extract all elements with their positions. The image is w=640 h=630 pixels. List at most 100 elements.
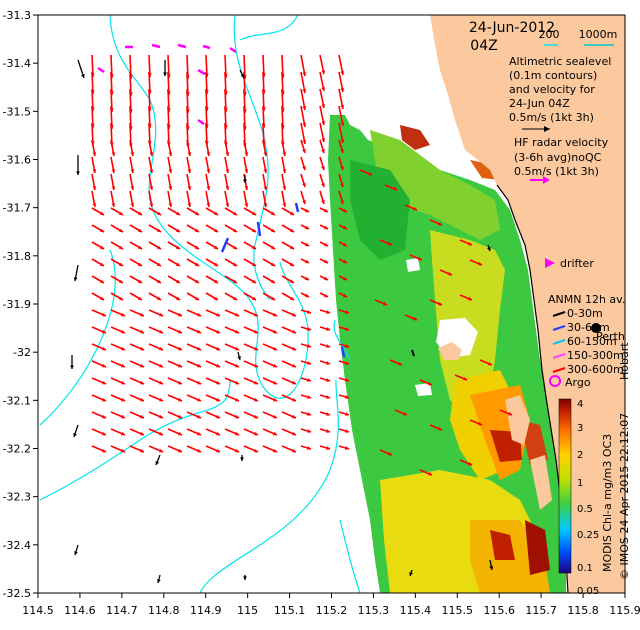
velocity-arrow xyxy=(129,309,145,317)
velocity-arrow xyxy=(338,394,350,399)
velocity-arrow xyxy=(129,428,145,436)
velocity-arrow xyxy=(319,377,331,382)
velocity-arrow xyxy=(300,173,306,188)
velocity-arrow xyxy=(429,424,443,431)
velocity-arrow xyxy=(379,449,393,456)
velocity-arrow xyxy=(300,105,307,128)
velocity-arrow xyxy=(300,71,307,94)
velocity-arrow xyxy=(300,156,306,171)
anmn-item-label: 60-150m xyxy=(567,335,617,348)
y-tick-label: -31.3 xyxy=(3,9,31,22)
velocity-arrow xyxy=(243,326,259,334)
velocity-arrow xyxy=(319,139,325,154)
velocity-arrow xyxy=(262,377,278,385)
velocity-arrow xyxy=(338,258,348,264)
velocity-arrow xyxy=(73,424,79,438)
velocity-arrow xyxy=(167,275,181,284)
velocity-arrow xyxy=(167,139,173,157)
velocity-arrow xyxy=(186,224,200,233)
velocity-arrow xyxy=(338,156,344,171)
velocity-arrow xyxy=(300,292,310,298)
hf-legend-line1: HF radar velocity xyxy=(514,136,609,149)
velocity-arrow xyxy=(409,569,413,577)
velocity-arrow xyxy=(205,241,219,250)
velocity-arrow xyxy=(338,122,345,144)
velocity-arrow xyxy=(91,275,105,284)
velocity-arrow xyxy=(300,343,312,348)
velocity-arrow xyxy=(300,326,312,331)
anmn-legend: ANMN 12h av. 0-30m 30-60m 60-150m 150-30… xyxy=(548,293,625,376)
velocity-arrow xyxy=(338,445,350,450)
alt-legend-line2: (0.1m contours) xyxy=(509,69,597,82)
velocity-arrow xyxy=(148,343,164,351)
alt-legend-line1: Altimetric sealevel xyxy=(509,55,611,68)
scale-label-200: 200 xyxy=(539,28,560,41)
velocity-arrow xyxy=(319,105,326,126)
velocity-arrow xyxy=(110,377,126,385)
velocity-arrow xyxy=(148,326,164,334)
velocity-arrow xyxy=(243,428,259,436)
velocity-arrow xyxy=(300,275,310,281)
velocity-arrow xyxy=(91,428,107,436)
velocity-arrow xyxy=(91,156,97,174)
chlorophyll-field xyxy=(328,115,566,593)
anmn-mooring-arrows xyxy=(220,202,415,358)
velocity-arrow xyxy=(91,343,107,351)
velocity-arrow xyxy=(300,241,310,247)
velocity-arrow xyxy=(338,309,350,314)
y-tick-label: -32.5 xyxy=(3,587,31,600)
velocity-arrow xyxy=(148,411,164,419)
velocity-arrow xyxy=(224,173,230,191)
velocity-arrow xyxy=(262,258,276,267)
velocity-arrow xyxy=(155,454,161,466)
colorbar-gradient xyxy=(558,398,572,574)
x-tick-label: 114.5 xyxy=(22,604,54,617)
velocity-arrow xyxy=(469,419,483,426)
velocity-arrow xyxy=(91,190,97,208)
velocity-arrow xyxy=(459,239,473,246)
velocity-arrow xyxy=(409,254,423,261)
velocity-arrow xyxy=(148,292,162,301)
velocity-arrow xyxy=(91,173,97,191)
velocity-arrow xyxy=(148,258,162,267)
velocity-arrow xyxy=(91,394,107,402)
argo-label: Argo xyxy=(565,376,591,389)
velocity-arrow xyxy=(110,428,126,436)
velocity-arrow xyxy=(110,156,116,174)
velocity-arrow xyxy=(281,411,297,419)
velocity-arrow xyxy=(110,258,124,267)
velocity-arrow xyxy=(205,309,221,317)
velocity-arrow xyxy=(148,207,162,216)
x-tick-label: 115.4 xyxy=(400,604,432,617)
velocity-arrow xyxy=(300,445,312,450)
velocity-arrow xyxy=(167,428,183,436)
velocity-arrow xyxy=(262,190,268,208)
velocity-arrow xyxy=(224,224,238,233)
velocity-arrow xyxy=(262,411,278,419)
velocity-arrow xyxy=(129,377,145,385)
perth-label: Perth xyxy=(596,330,625,343)
velocity-arrow xyxy=(129,224,143,233)
velocity-arrow xyxy=(205,411,221,419)
velocity-arrow xyxy=(186,326,202,334)
velocity-arrow xyxy=(281,326,297,334)
velocity-arrow xyxy=(262,173,268,191)
anmn-item-4: 300-600m xyxy=(552,363,624,376)
velocity-arrow xyxy=(338,190,344,205)
velocity-arrow xyxy=(338,428,350,433)
colorbar-tick-label: 3 xyxy=(577,423,583,434)
perth-marker xyxy=(591,323,601,333)
colorbar-tick-label: 2 xyxy=(577,450,583,461)
velocity-arrow xyxy=(243,411,259,419)
velocity-arrow xyxy=(148,360,164,368)
velocity-arrow xyxy=(148,275,162,284)
velocity-arrow xyxy=(110,241,124,250)
velocity-arrow xyxy=(243,343,259,351)
velocity-arrow xyxy=(319,190,325,205)
velocity-arrow xyxy=(489,559,494,571)
hf-legend-line2: (3-6h avg)noQC xyxy=(514,151,602,164)
velocity-arrow xyxy=(338,326,350,331)
velocity-arrow xyxy=(404,314,418,321)
velocity-arrow xyxy=(205,207,219,216)
